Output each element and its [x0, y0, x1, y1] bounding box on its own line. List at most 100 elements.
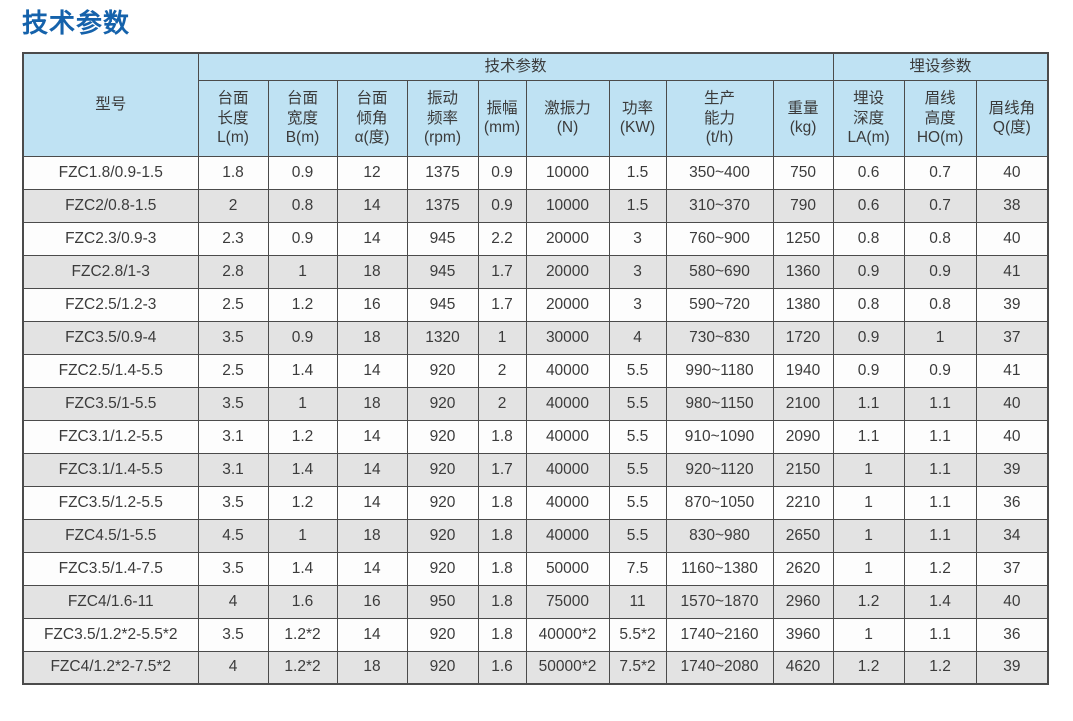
cell-brow-line-angle: 40 [975, 221, 1049, 256]
cell-deck-width: 1.2*2 [267, 617, 338, 652]
header-amplitude: 振幅 (mm) [477, 79, 527, 157]
cell-power: 5.5 [608, 518, 667, 553]
cell-exciting-force: 50000*2 [525, 650, 610, 685]
cell-amplitude: 1.7 [477, 452, 527, 487]
cell-model: FZC2/0.8-1.5 [22, 188, 199, 223]
cell-capacity: 730~830 [665, 320, 774, 355]
cell-burial-depth: 0.8 [832, 221, 905, 256]
cell-capacity: 990~1180 [665, 353, 774, 388]
cell-deck-incline: 18 [336, 650, 408, 685]
cell-burial-depth: 1 [832, 452, 905, 487]
cell-brow-line-height: 1.2 [903, 650, 977, 685]
cell-model: FZC4/1.2*2-7.5*2 [22, 650, 199, 685]
cell-power: 1.5 [608, 188, 667, 223]
cell-brow-line-height: 1.1 [903, 617, 977, 652]
cell-capacity: 920~1120 [665, 452, 774, 487]
cell-capacity: 1570~1870 [665, 584, 774, 619]
cell-brow-line-angle: 39 [975, 287, 1049, 322]
cell-deck-width: 1.2 [267, 419, 338, 454]
table-row: FZC2.5/1.2-3 2.5 1.2 16 945 1.7 20000 3 590~720 1… [22, 287, 1049, 322]
cell-weight: 2210 [772, 485, 834, 520]
cell-deck-incline: 18 [336, 320, 408, 355]
cell-brow-line-angle: 34 [975, 518, 1049, 553]
table-row: FZC2.3/0.9-3 2.3 0.9 14 945 2.2 20000 3 760~900 1… [22, 221, 1049, 256]
header-capacity: 生产 能力 (t/h) [665, 79, 774, 157]
cell-deck-width: 1.4 [267, 353, 338, 388]
cell-burial-depth: 1 [832, 551, 905, 586]
cell-vibration-frequency: 920 [406, 650, 479, 685]
cell-weight: 2960 [772, 584, 834, 619]
cell-deck-width: 0.9 [267, 320, 338, 355]
cell-deck-length: 3.5 [197, 617, 269, 652]
cell-exciting-force: 40000 [525, 485, 610, 520]
cell-deck-width: 1.4 [267, 452, 338, 487]
cell-brow-line-angle: 39 [975, 650, 1049, 685]
cell-burial-depth: 1 [832, 518, 905, 553]
cell-weight: 2090 [772, 419, 834, 454]
header-power: 功率 (KW) [608, 79, 667, 157]
cell-brow-line-height: 1.2 [903, 551, 977, 586]
cell-deck-width: 1.2 [267, 287, 338, 322]
cell-power: 5.5*2 [608, 617, 667, 652]
cell-brow-line-angle: 36 [975, 617, 1049, 652]
header-burial-depth: 埋设 深度 LA(m) [832, 79, 905, 157]
cell-deck-length: 2.3 [197, 221, 269, 256]
cell-brow-line-height: 0.8 [903, 221, 977, 256]
cell-deck-incline: 14 [336, 221, 408, 256]
cell-capacity: 310~370 [665, 188, 774, 223]
cell-exciting-force: 10000 [525, 155, 610, 190]
cell-vibration-frequency: 920 [406, 518, 479, 553]
cell-power: 5.5 [608, 386, 667, 421]
cell-deck-length: 3.5 [197, 386, 269, 421]
cell-weight: 2650 [772, 518, 834, 553]
cell-vibration-frequency: 945 [406, 221, 479, 256]
cell-brow-line-height: 0.8 [903, 287, 977, 322]
cell-power: 4 [608, 320, 667, 355]
cell-deck-width: 1.4 [267, 551, 338, 586]
cell-deck-width: 1.6 [267, 584, 338, 619]
table-row: FZC3.1/1.4-5.5 3.1 1.4 14 920 1.7 40000 5.5 920~… [22, 452, 1049, 487]
cell-power: 7.5 [608, 551, 667, 586]
table-row: FZC4/1.6-11 4 1.6 16 950 1.8 75000 11 1570~1870 2… [22, 584, 1049, 619]
cell-deck-length: 4.5 [197, 518, 269, 553]
cell-deck-incline: 16 [336, 584, 408, 619]
cell-burial-depth: 0.6 [832, 188, 905, 223]
header-brow-line-height: 眉线 高度 HO(m) [903, 79, 977, 157]
cell-weight: 750 [772, 155, 834, 190]
cell-power: 11 [608, 584, 667, 619]
cell-power: 5.5 [608, 353, 667, 388]
cell-power: 1.5 [608, 155, 667, 190]
table-row: FZC3.5/1.2*2-5.5*2 3.5 1.2*2 14 920 1.8 40000*… [22, 617, 1049, 652]
cell-amplitude: 1.8 [477, 518, 527, 553]
cell-model: FZC2.5/1.2-3 [22, 287, 199, 322]
cell-vibration-frequency: 920 [406, 617, 479, 652]
cell-amplitude: 0.9 [477, 188, 527, 223]
cell-amplitude: 1.8 [477, 584, 527, 619]
cell-weight: 2150 [772, 452, 834, 487]
cell-deck-width: 1 [267, 518, 338, 553]
cell-brow-line-height: 0.7 [903, 155, 977, 190]
cell-model: FZC3.5/1.2-5.5 [22, 485, 199, 520]
cell-brow-line-height: 1.4 [903, 584, 977, 619]
cell-exciting-force: 40000 [525, 452, 610, 487]
table-row: FZC2.8/1-3 2.8 1 18 945 1.7 20000 3 580~690 1360 0… [22, 254, 1049, 289]
header-brow-line-angle: 眉线角 Q(度) [975, 79, 1049, 157]
cell-capacity: 590~720 [665, 287, 774, 322]
table-row: FZC4.5/1-5.5 4.5 1 18 920 1.8 40000 5.5 830~980 2… [22, 518, 1049, 553]
cell-vibration-frequency: 1375 [406, 155, 479, 190]
cell-deck-incline: 12 [336, 155, 408, 190]
header-deck-incline: 台面 倾角 α(度) [336, 79, 408, 157]
cell-exciting-force: 20000 [525, 287, 610, 322]
cell-brow-line-angle: 39 [975, 452, 1049, 487]
cell-model: FZC4/1.6-11 [22, 584, 199, 619]
cell-capacity: 980~1150 [665, 386, 774, 421]
table-row: FZC4/1.2*2-7.5*2 4 1.2*2 18 920 1.6 50000*2 7.5… [22, 650, 1049, 685]
group-header-row: 型号 技术参数 埋设参数 [22, 52, 1049, 157]
cell-deck-length: 3.5 [197, 551, 269, 586]
cell-burial-depth: 0.8 [832, 287, 905, 322]
cell-exciting-force: 75000 [525, 584, 610, 619]
cell-deck-incline: 14 [336, 485, 408, 520]
cell-deck-width: 1.2 [267, 485, 338, 520]
cell-capacity: 1160~1380 [665, 551, 774, 586]
cell-deck-incline: 18 [336, 518, 408, 553]
